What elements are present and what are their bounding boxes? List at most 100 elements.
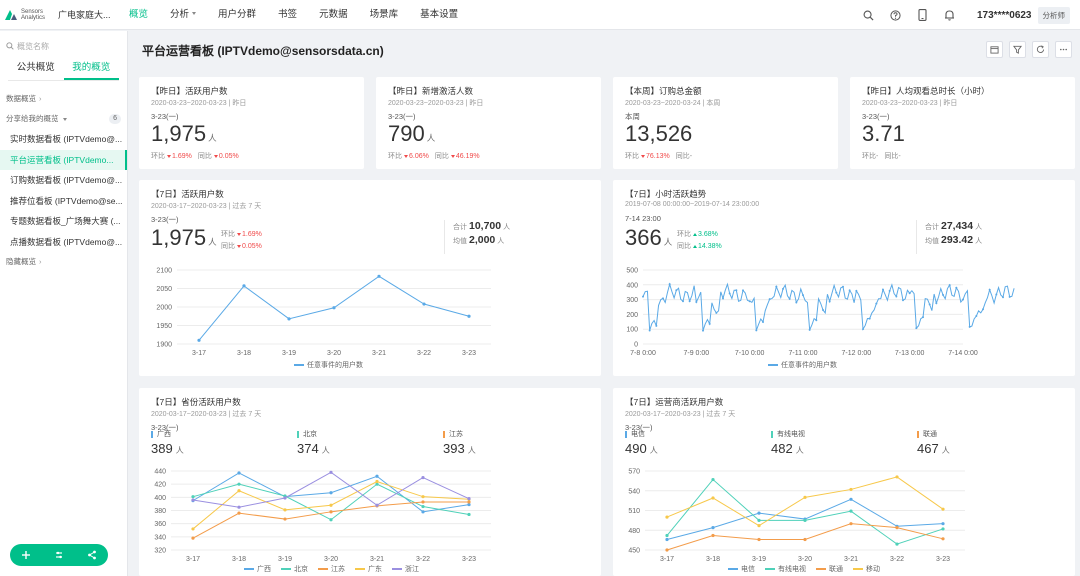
- legend-item[interactable]: 电信: [728, 564, 755, 574]
- y-tick-label: 420: [154, 482, 166, 489]
- compare-prev: 环比 1.69%: [221, 231, 262, 238]
- dashboard-item[interactable]: 实时数据看板 (IPTVdemo@...: [10, 134, 123, 144]
- nav-item-4[interactable]: 元数据: [319, 8, 348, 20]
- series-color-marker: [917, 430, 919, 438]
- arrow-up-icon: [693, 244, 697, 248]
- sort-icon[interactable]: [51, 547, 67, 563]
- more-icon: [1059, 48, 1068, 51]
- arrow-down-icon: [641, 154, 645, 158]
- data-point: [942, 293, 944, 296]
- data-point: [711, 533, 715, 538]
- card-title: 【7日】运营商活跃用户数: [625, 397, 724, 407]
- card-title: 【7日】省份活跃用户数: [151, 397, 241, 407]
- legend-item[interactable]: 浙江: [392, 564, 419, 574]
- sidebar-tab-0[interactable]: 公共概览: [16, 62, 55, 73]
- hourly-trend-card: 【7日】小时活跃趋势 2019-07-08 00:00:00~2019-07-1…: [613, 180, 1075, 376]
- comparison: 环比 76.13% 同比-: [625, 153, 693, 160]
- data-point: [191, 498, 195, 502]
- legend-item[interactable]: 有线电视: [765, 564, 806, 574]
- bell-icon[interactable]: [942, 8, 956, 22]
- x-tick-label: 7-13 0:00: [895, 350, 925, 357]
- kpi-card[interactable]: 【本周】订购总金额 2020-03-23~2020-03-24 | 本周 本周 13,…: [613, 77, 838, 169]
- section-hidden-overview[interactable]: 隐藏概览 ›: [0, 252, 127, 272]
- y-tick-label: 400: [626, 282, 638, 289]
- operator-active-card: 【7日】运营商活跃用户数 2020-03-17~2020-03-23 | 过去 …: [613, 388, 1075, 576]
- legend-swatch: [728, 568, 738, 570]
- data-point: [665, 515, 669, 519]
- section-data-overview[interactable]: 数据概览 ›: [0, 89, 127, 109]
- data-point: [895, 542, 899, 546]
- dashboard-item[interactable]: 专题数据看板_广场舞大赛 (...: [10, 216, 121, 226]
- logo[interactable]: Sensors Analytics: [0, 8, 58, 22]
- share-icon[interactable]: [84, 547, 100, 563]
- dashboard-item[interactable]: 订购数据看板 (IPTVdemo@...: [10, 175, 123, 185]
- y-tick-label: 320: [154, 548, 166, 555]
- legend-item[interactable]: 北京: [281, 564, 308, 574]
- data-point: [642, 295, 644, 298]
- sidebar-search-input[interactable]: 概览名称: [17, 41, 49, 51]
- metric-value: 1,975 人: [151, 121, 217, 146]
- filter-button[interactable]: [1009, 41, 1026, 58]
- mobile-icon[interactable]: [915, 8, 929, 22]
- dashboard-item[interactable]: 点播数据看板 (IPTVdemo@...: [10, 236, 123, 247]
- x-tick-label: 3-18: [237, 350, 251, 357]
- data-point: [822, 308, 824, 311]
- y-tick-label: 440: [154, 469, 166, 476]
- legend-swatch: [392, 568, 402, 570]
- data-point: [711, 477, 715, 482]
- metric-value: 1,975 人: [151, 225, 217, 250]
- refresh-button[interactable]: [1032, 41, 1049, 58]
- x-tick-label: 3-21: [844, 556, 858, 563]
- data-point: [655, 324, 658, 327]
- data-point: [237, 511, 241, 515]
- nav-item-2[interactable]: 用户分群: [218, 8, 257, 20]
- project-selector[interactable]: 广电家庭大...: [58, 10, 111, 20]
- sidebar-search[interactable]: 概览名称: [6, 39, 121, 53]
- data-point: [283, 517, 287, 521]
- data-point: [375, 482, 379, 486]
- more-button[interactable]: [1055, 41, 1072, 58]
- data-point: [888, 289, 891, 292]
- main-nav: 概览 分析 用户分群 书签 元数据 场景库 基本设置: [118, 0, 469, 30]
- add-icon[interactable]: [18, 547, 34, 563]
- data-point: [467, 497, 471, 501]
- series-color-marker: [297, 430, 299, 438]
- legend-item[interactable]: 广东: [355, 564, 382, 574]
- kpi-card[interactable]: 【昨日】新增激活人数 2020-03-23~2020-03-23 | 昨日 3-23…: [376, 77, 601, 169]
- legend-item[interactable]: 移动: [853, 564, 880, 574]
- nav-item-0[interactable]: 概览: [129, 8, 149, 20]
- legend-item[interactable]: 江苏: [318, 564, 345, 574]
- help-icon[interactable]: [888, 8, 902, 22]
- legend-item[interactable]: 广西: [244, 564, 271, 574]
- nav-item-6[interactable]: 基本设置: [420, 8, 459, 20]
- x-tick-label: 7-9 0:00: [683, 350, 709, 357]
- arrow-down-icon: [167, 154, 171, 158]
- card-date: 3-23(一): [625, 423, 653, 432]
- calendar-button[interactable]: [986, 41, 1003, 58]
- chevron-right-icon: ›: [39, 94, 42, 103]
- dashboard-item[interactable]: 推荐位看板 (IPTVdemo@se...: [10, 195, 123, 206]
- data-point: [668, 283, 671, 286]
- series-color-marker: [443, 430, 445, 438]
- data-point: [902, 299, 904, 302]
- data-point: [735, 289, 738, 292]
- user-account[interactable]: 173****0623: [977, 9, 1032, 21]
- top-navigation-bar: Sensors Analytics 广电家庭大... 概览 分析 用户分群 书签 元数据…: [0, 0, 1080, 30]
- nav-item-3[interactable]: 书签: [278, 8, 298, 20]
- arrow-down-icon: [237, 244, 241, 248]
- nav-item-5[interactable]: 场景库: [369, 8, 399, 20]
- search-icon[interactable]: [861, 8, 875, 22]
- metric-value: 790 人: [388, 121, 436, 146]
- series-line: [642, 282, 1015, 331]
- x-tick-label: 3-17: [660, 556, 674, 563]
- sidebar-tab-1[interactable]: 我的概览: [63, 59, 119, 80]
- dashboard-item[interactable]: 平台运营看板 (IPTVdemo...: [0, 149, 127, 170]
- legend-item[interactable]: 联通: [816, 564, 843, 574]
- section-shared-overview[interactable]: 分享给我的概览 6: [0, 109, 127, 129]
- data-point: [941, 537, 945, 541]
- kpi-card[interactable]: 【昨日】人均观看总时长（小时） 2020-03-23~2020-03-23 | 昨…: [850, 77, 1075, 169]
- kpi-card[interactable]: 【昨日】活跃用户数 2020-03-23~2020-03-23 | 昨日 3-23(…: [139, 77, 364, 169]
- nav-item-1[interactable]: 分析: [159, 0, 207, 30]
- x-tick-label: 7-12 0:00: [842, 350, 872, 357]
- data-point: [242, 284, 246, 288]
